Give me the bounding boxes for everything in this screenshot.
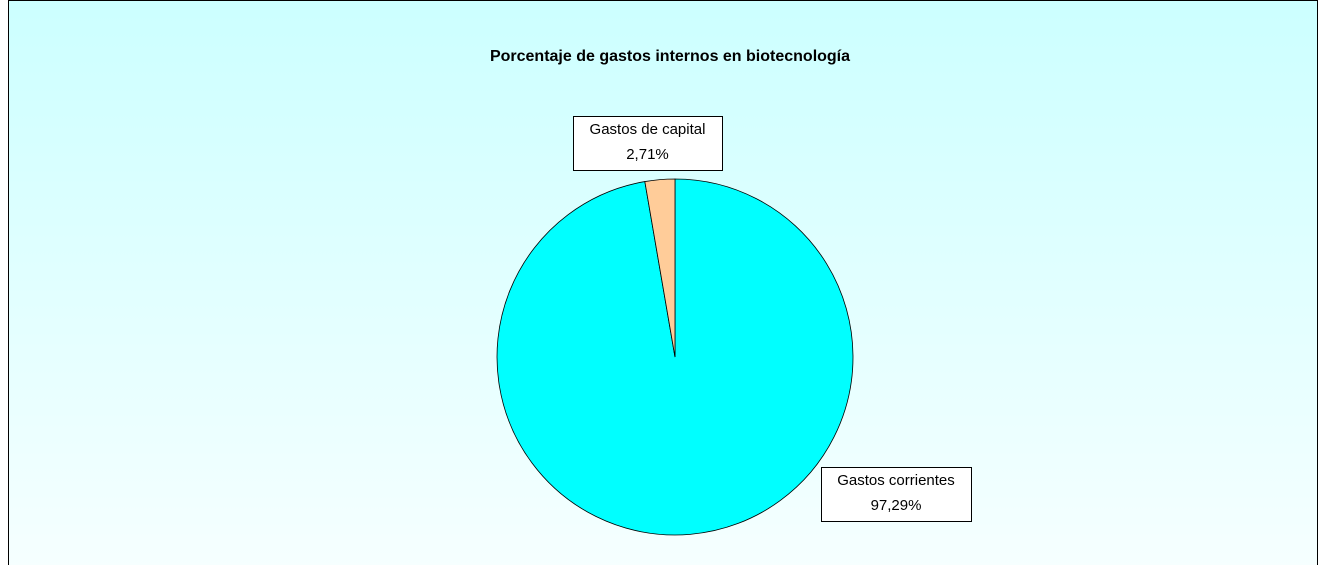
data-label-box bbox=[821, 467, 972, 522]
chart-title: Porcentaje de gastos internos en biotecn… bbox=[490, 48, 850, 65]
data-label-box bbox=[573, 116, 723, 171]
data-label-name: Gastos de capital bbox=[590, 121, 706, 138]
data-label-value: 2,71% bbox=[626, 146, 669, 163]
data-label-name: Gastos corrientes bbox=[837, 472, 955, 489]
data-label-value: 97,29% bbox=[871, 497, 922, 514]
pie-slice bbox=[644, 178, 676, 358]
